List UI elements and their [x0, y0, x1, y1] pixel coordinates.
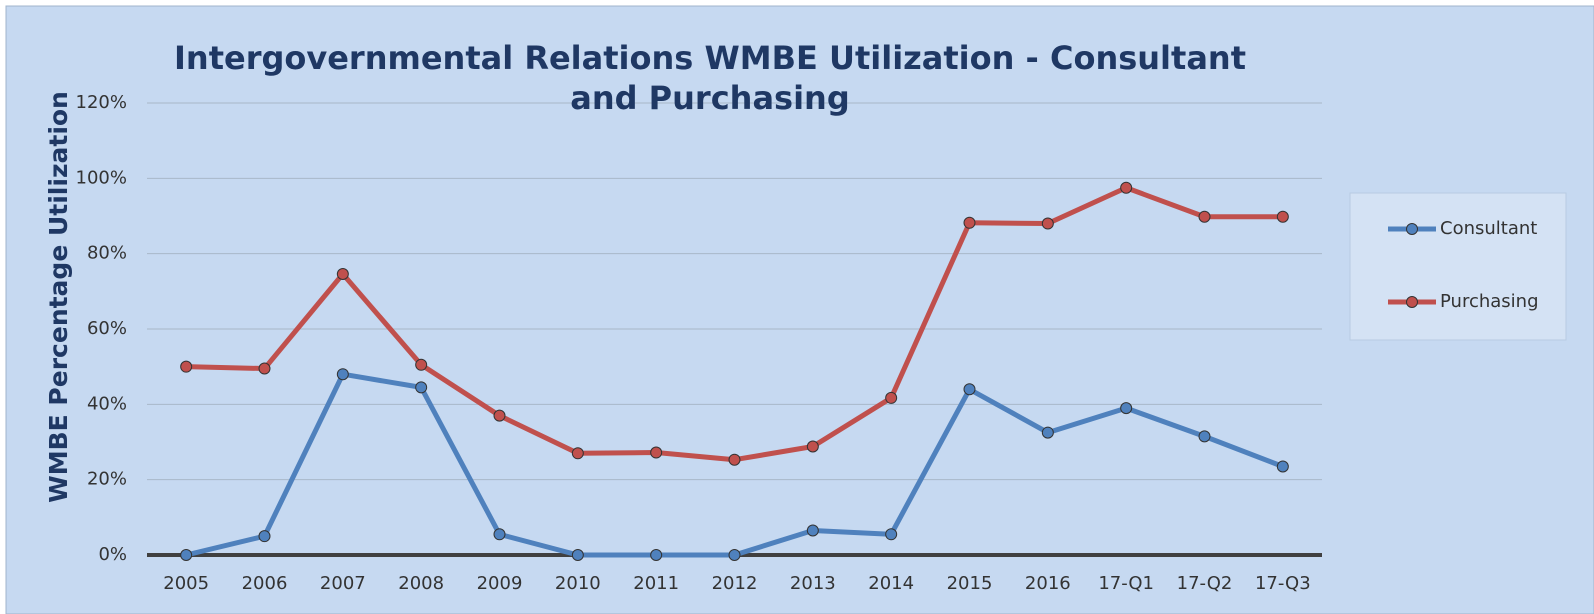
legend-marker [1406, 296, 1418, 308]
line-marker [963, 383, 976, 396]
line-marker [571, 549, 584, 561]
y-tick-label: 0% [98, 544, 127, 565]
legend-label: Purchasing [1440, 291, 1539, 312]
line-marker [728, 453, 741, 466]
line-marker [571, 447, 584, 460]
y-axis-label: WMBE Percentage Utilization [44, 91, 73, 503]
line-marker [493, 528, 506, 541]
line-marker [1120, 181, 1133, 194]
chart-background [5, 5, 1594, 614]
line-marker [415, 381, 428, 394]
x-tick-label: 2007 [320, 573, 366, 594]
line-marker [885, 391, 898, 404]
x-tick-label: 2016 [1025, 573, 1071, 594]
line-marker [336, 268, 349, 281]
x-tick-label: 2005 [163, 573, 209, 594]
line-marker [493, 409, 506, 422]
y-tick-label: 20% [87, 469, 127, 490]
legend-box [1349, 192, 1567, 341]
line-marker [1198, 430, 1211, 443]
chart-title: Intergovernmental Relations WMBE Utiliza… [174, 39, 1246, 117]
line-marker [336, 368, 349, 381]
line-marker [650, 446, 663, 459]
line-marker [1041, 426, 1054, 439]
x-tick-label: 2009 [477, 573, 523, 594]
y-tick-label: 60% [87, 318, 127, 339]
line-marker [1198, 210, 1211, 223]
y-tick-label: 80% [87, 243, 127, 264]
line-marker [963, 216, 976, 229]
x-tick-label: 2006 [242, 573, 288, 594]
line-marker [806, 524, 819, 537]
x-tick-label: 17-Q3 [1255, 573, 1311, 594]
line-marker [258, 530, 271, 543]
x-tick-label: 17-Q2 [1177, 573, 1233, 594]
line-marker [415, 358, 428, 371]
x-tick-label: 2014 [868, 573, 914, 594]
legend-marker [1406, 223, 1418, 235]
x-tick-label: 2013 [790, 573, 836, 594]
y-tick-label: 100% [76, 167, 127, 188]
x-tick-label: 17-Q1 [1098, 573, 1154, 594]
line-marker [180, 360, 193, 373]
y-tick-label: 120% [76, 92, 127, 113]
line-marker [885, 528, 898, 541]
x-tick-label: 2008 [398, 573, 444, 594]
line-marker [1120, 402, 1133, 415]
line-marker [1041, 217, 1054, 230]
y-tick-label: 40% [87, 393, 127, 414]
line-marker [650, 549, 663, 561]
line-marker [728, 549, 741, 561]
line-marker [258, 362, 271, 375]
x-tick-label: 2015 [947, 573, 993, 594]
line-marker [180, 549, 193, 561]
x-tick-label: 2011 [633, 573, 679, 594]
line-marker [1276, 210, 1289, 223]
x-tick-label: 2012 [712, 573, 758, 594]
line-marker [1276, 460, 1289, 473]
line-marker [806, 440, 819, 453]
legend-label: Consultant [1440, 218, 1537, 239]
x-tick-label: 2010 [555, 573, 601, 594]
